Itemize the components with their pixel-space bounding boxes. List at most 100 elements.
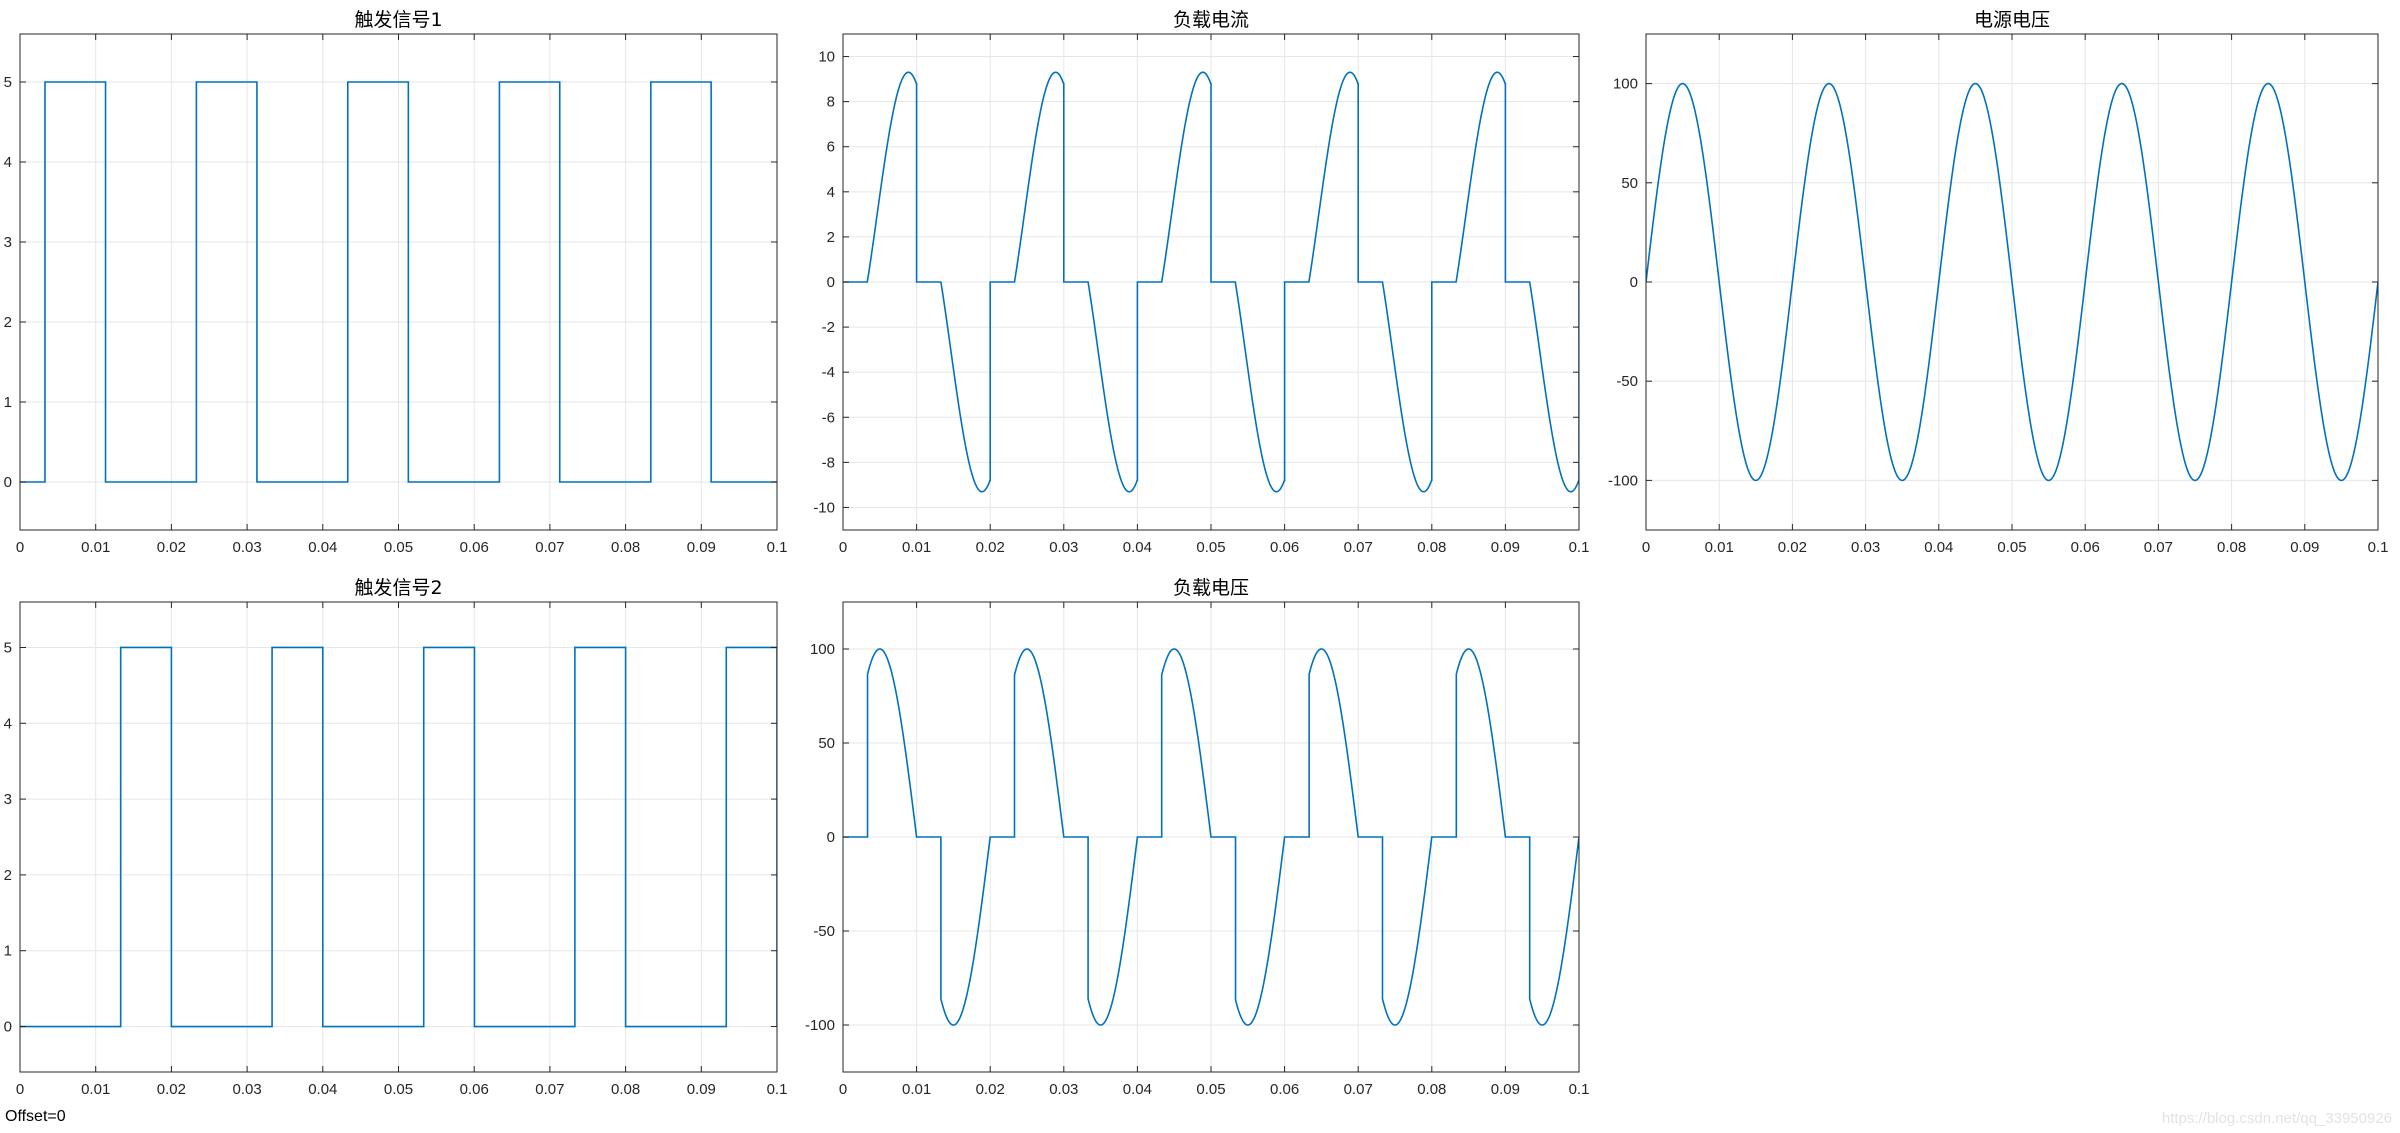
x-tick-label: 0.1 [2368, 539, 2389, 556]
x-tick-label: 0.05 [1196, 1081, 1225, 1098]
y-tick-label: 100 [810, 641, 835, 658]
x-tick-label: 0 [16, 1081, 24, 1098]
x-tick-label: 0.04 [1123, 1081, 1152, 1098]
y-tick-label: 3 [4, 234, 12, 251]
y-tick-label: 50 [1621, 175, 1638, 192]
y-tick-label: 0 [4, 474, 12, 491]
y-tick-label: 50 [818, 735, 835, 752]
chart-trigger2: 0 0.01 0.02 0.03 0.04 0.05 0.06 0.07 0.08 0.09 0.1… [4, 577, 788, 1098]
series-line-load_voltage [843, 648, 1579, 1026]
x-tick-label: 0.04 [308, 1081, 337, 1098]
x-tick-label: 0.06 [1270, 539, 1299, 556]
series-line-trigger1 [20, 81, 777, 483]
watermark-text: https://blog.csdn.net/qq_33950926 [2161, 1110, 2392, 1127]
x-tick-label: 0.1 [1569, 1081, 1590, 1098]
x-tick-label: 0.1 [767, 539, 788, 556]
x-tick-label: 0.08 [2217, 539, 2246, 556]
x-tick-label: 0.1 [1569, 539, 1590, 556]
x-tick-label: 0.01 [81, 539, 110, 556]
x-tick-label: 0.08 [611, 539, 640, 556]
y-tick-label: 4 [4, 715, 12, 732]
chart-source_voltage: 0 0.01 0.02 0.03 0.04 0.05 0.06 0.07 0.08 0.09 0.1… [1608, 9, 2388, 556]
chart-title: 负载电压 [1173, 577, 1249, 599]
x-tick-label: 0 [1642, 539, 1650, 556]
x-tick-label: 0.03 [1049, 1081, 1078, 1098]
y-tick-label: 2 [827, 229, 835, 246]
y-tick-label: -8 [822, 454, 835, 471]
x-tick-label: 0.02 [157, 1081, 186, 1098]
y-tick-label: 0 [827, 829, 835, 846]
x-tick-label: 0.07 [2144, 539, 2173, 556]
x-tick-label: 0.04 [1924, 539, 1953, 556]
series-line-trigger2 [20, 646, 777, 1028]
x-tick-label: 0.07 [1344, 539, 1373, 556]
x-tick-label: 0.05 [1196, 539, 1225, 556]
y-tick-label: 0 [1630, 274, 1638, 291]
x-tick-label: 0.09 [2290, 539, 2319, 556]
offset-label: Offset=0 [5, 1108, 66, 1125]
y-tick-label: 1 [4, 943, 12, 960]
x-tick-label: 0 [839, 539, 847, 556]
y-tick-label: 10 [818, 49, 835, 66]
chart-title: 负载电流 [1173, 9, 1249, 31]
x-tick-label: 0.07 [535, 1081, 564, 1098]
x-tick-label: 0.08 [611, 1081, 640, 1098]
x-tick-label: 0.07 [535, 539, 564, 556]
x-tick-label: 0.02 [157, 539, 186, 556]
y-tick-label: 3 [4, 791, 12, 808]
x-tick-label: 0.02 [976, 539, 1005, 556]
x-tick-label: 0.09 [1491, 1081, 1520, 1098]
y-tick-label: -50 [813, 923, 835, 940]
y-tick-label: -2 [822, 319, 835, 336]
x-tick-label: 0.01 [81, 1081, 110, 1098]
y-tick-label: -100 [1608, 472, 1638, 489]
y-tick-label: 2 [4, 867, 12, 884]
y-tick-label: 1 [4, 394, 12, 411]
chart-title: 电源电压 [1974, 9, 2050, 31]
x-tick-label: 0.04 [308, 539, 337, 556]
y-tick-label: 5 [4, 74, 12, 91]
x-tick-label: 0.08 [1417, 1081, 1446, 1098]
series-line-load_current [843, 71, 1579, 493]
y-tick-label: 2 [4, 314, 12, 331]
x-tick-label: 0.03 [232, 1081, 261, 1098]
x-tick-label: 0.05 [384, 1081, 413, 1098]
x-tick-label: 0.02 [976, 1081, 1005, 1098]
x-tick-label: 0.04 [1123, 539, 1152, 556]
x-tick-label: 0.01 [1705, 539, 1734, 556]
x-tick-label: 0.09 [1491, 539, 1520, 556]
y-tick-label: 4 [827, 184, 835, 201]
x-tick-label: 0.07 [1344, 1081, 1373, 1098]
chart-trigger1: 0 0.01 0.02 0.03 0.04 0.05 0.06 0.07 0.08 0.09 0.1… [4, 9, 788, 556]
y-tick-label: 0 [827, 274, 835, 291]
y-tick-label: 6 [827, 139, 835, 156]
y-tick-label: 5 [4, 639, 12, 656]
y-tick-label: 0 [4, 1019, 12, 1036]
x-tick-label: 0 [16, 539, 24, 556]
x-tick-label: 0.01 [902, 539, 931, 556]
x-tick-label: 0.06 [2071, 539, 2100, 556]
chart-title: 触发信号1 [354, 9, 442, 31]
x-tick-label: 0.06 [460, 539, 489, 556]
y-tick-label: -10 [813, 499, 835, 516]
y-tick-label: -6 [822, 409, 835, 426]
x-tick-label: 0.08 [1417, 539, 1446, 556]
x-tick-label: 0 [839, 1081, 847, 1098]
x-tick-label: 0.03 [1851, 539, 1880, 556]
x-tick-label: 0.06 [460, 1081, 489, 1098]
y-tick-label: -100 [805, 1017, 835, 1034]
chart-title: 触发信号2 [354, 577, 442, 599]
y-tick-label: 8 [827, 94, 835, 111]
x-tick-label: 0.09 [687, 539, 716, 556]
x-tick-label: 0.02 [1778, 539, 1807, 556]
x-tick-label: 0.05 [1997, 539, 2026, 556]
x-tick-label: 0.09 [687, 1081, 716, 1098]
y-tick-label: -50 [1616, 373, 1638, 390]
y-tick-label: 4 [4, 154, 12, 171]
chart-load_current: 0 0.01 0.02 0.03 0.04 0.05 0.06 0.07 0.08 0.09 0.1… [813, 9, 1589, 556]
x-tick-label: 0.06 [1270, 1081, 1299, 1098]
x-tick-label: 0.03 [232, 539, 261, 556]
y-tick-label: 100 [1613, 76, 1638, 93]
x-tick-label: 0.01 [902, 1081, 931, 1098]
